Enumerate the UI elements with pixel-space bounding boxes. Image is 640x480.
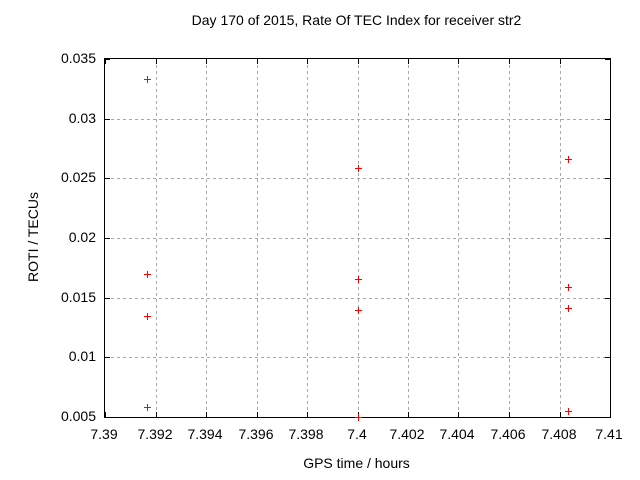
data-point-marker xyxy=(565,305,572,312)
x-tick-label: 7.408 xyxy=(541,426,577,442)
y-tick-mark xyxy=(105,178,110,179)
y-tick-mark-right xyxy=(605,178,610,179)
x-tick-mark-top xyxy=(358,59,359,64)
x-tick-mark xyxy=(105,412,106,417)
data-point-marker xyxy=(355,276,362,283)
data-point-marker xyxy=(144,404,151,411)
x-tick-mark xyxy=(560,412,561,417)
h-gridline xyxy=(105,238,610,239)
plot-area xyxy=(104,58,611,421)
y-tick-label: 0.025 xyxy=(60,169,96,185)
y-tick-mark xyxy=(105,119,110,120)
data-point-marker xyxy=(355,165,362,172)
x-tick-label: 7.406 xyxy=(490,426,526,442)
y-tick-mark-right xyxy=(605,119,610,120)
x-tick-label: 7.4 xyxy=(347,426,367,442)
h-gridline xyxy=(105,119,610,120)
y-tick-label: 0.03 xyxy=(68,110,96,126)
x-tick-mark-top xyxy=(156,59,157,64)
x-tick-label: 7.39 xyxy=(90,426,118,442)
y-tick-mark-right xyxy=(605,357,610,358)
y-tick-mark-right xyxy=(605,238,610,239)
y-tick-label: 0.01 xyxy=(68,348,96,364)
h-gridline xyxy=(105,357,610,358)
x-tick-mark-top xyxy=(408,59,409,64)
x-tick-label: 7.402 xyxy=(389,426,425,442)
y-tick-mark xyxy=(105,417,110,418)
x-axis-label: GPS time / hours xyxy=(303,455,410,471)
chart-title: Day 170 of 2015, Rate Of TEC Index for r… xyxy=(191,12,522,28)
x-tick-mark xyxy=(610,412,611,417)
h-gridline xyxy=(105,178,610,179)
x-tick-mark xyxy=(408,412,409,417)
x-tick-mark xyxy=(257,412,258,417)
x-tick-mark-top xyxy=(509,59,510,64)
x-tick-label: 7.394 xyxy=(187,426,223,442)
x-tick-mark-top xyxy=(610,59,611,64)
x-tick-label: 7.41 xyxy=(595,426,623,442)
y-tick-mark-right xyxy=(605,417,610,418)
data-point-marker xyxy=(144,271,151,278)
data-point-marker xyxy=(144,313,151,320)
y-tick-mark-right xyxy=(605,59,610,60)
data-point-marker xyxy=(565,156,572,163)
x-tick-mark xyxy=(458,412,459,417)
y-tick-mark xyxy=(105,357,110,358)
y-tick-label: 0.005 xyxy=(60,408,96,424)
y-tick-label: 0.035 xyxy=(60,50,96,66)
data-point-marker xyxy=(355,414,362,421)
data-point-marker xyxy=(144,76,151,83)
x-tick-label: 7.404 xyxy=(439,426,475,442)
y-tick-label: 0.015 xyxy=(60,289,96,305)
x-tick-mark-top xyxy=(307,59,308,64)
x-tick-mark-top xyxy=(105,59,106,64)
y-tick-mark xyxy=(105,298,110,299)
x-tick-label: 7.392 xyxy=(137,426,173,442)
y-tick-mark xyxy=(105,59,110,60)
x-tick-label: 7.396 xyxy=(238,426,274,442)
data-point-marker xyxy=(355,307,362,314)
x-tick-label: 7.398 xyxy=(288,426,324,442)
h-gridline xyxy=(105,298,610,299)
y-tick-label: 0.02 xyxy=(68,229,96,245)
x-tick-mark xyxy=(206,412,207,417)
x-tick-mark xyxy=(509,412,510,417)
x-tick-mark-top xyxy=(560,59,561,64)
y-tick-mark-right xyxy=(605,298,610,299)
data-point-marker xyxy=(565,284,572,291)
data-point-marker xyxy=(565,408,572,415)
x-tick-mark-top xyxy=(206,59,207,64)
x-tick-mark-top xyxy=(458,59,459,64)
x-tick-mark xyxy=(156,412,157,417)
x-tick-mark xyxy=(307,412,308,417)
x-tick-mark-top xyxy=(257,59,258,64)
y-tick-mark xyxy=(105,238,110,239)
